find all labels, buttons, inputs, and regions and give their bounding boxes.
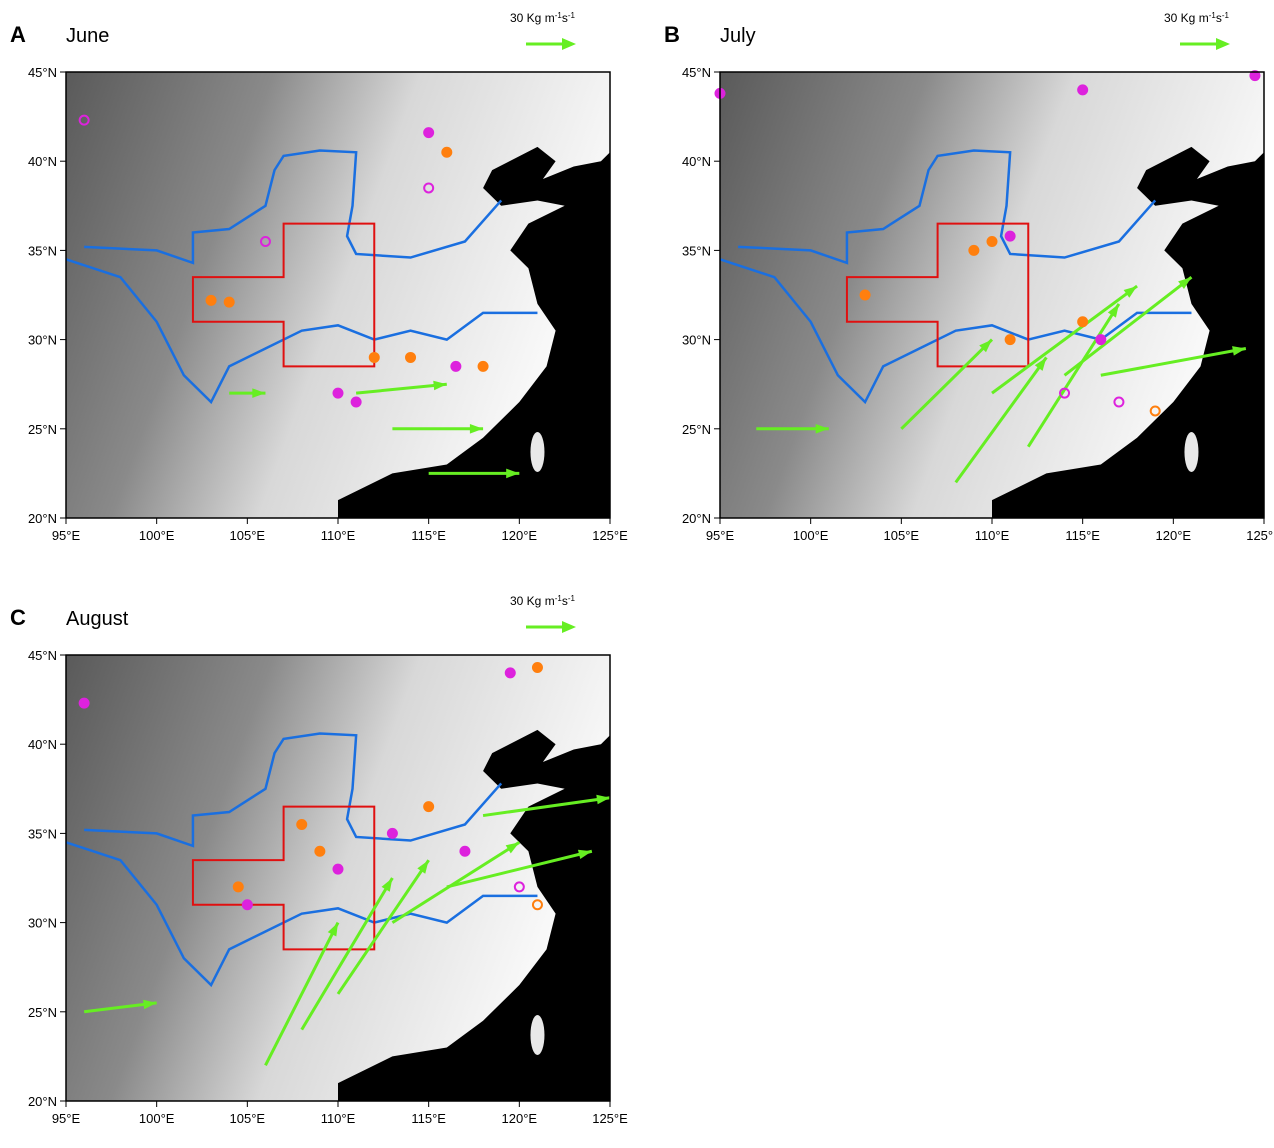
x-tick-label: 95°E <box>52 1111 81 1126</box>
x-tick-label: 100°E <box>139 1111 175 1126</box>
station-dot <box>406 353 415 362</box>
station-dot <box>80 699 89 708</box>
reference-label-part: -1 <box>568 594 576 603</box>
station-dot <box>969 246 978 255</box>
station-dot <box>988 237 997 246</box>
station-dot <box>225 298 234 307</box>
reference-arrow-head <box>562 621 576 633</box>
x-tick-label: 125°E <box>1246 528 1274 543</box>
y-tick-label: 45°N <box>682 65 711 80</box>
station-dot <box>1078 85 1087 94</box>
station-dot <box>1078 317 1087 326</box>
station-dot <box>297 820 306 829</box>
panel-title: June <box>66 25 109 47</box>
y-tick-label: 20°N <box>28 1094 57 1109</box>
x-tick-label: 95°E <box>52 528 81 543</box>
y-tick-label: 30°N <box>682 333 711 348</box>
x-tick-label: 105°E <box>884 528 920 543</box>
station-dot <box>1006 335 1015 344</box>
station-dot <box>533 663 542 672</box>
x-tick-label: 110°E <box>321 528 356 543</box>
reference-label-part: 30 Kg m <box>1164 11 1209 25</box>
y-tick-label: 35°N <box>28 243 57 258</box>
reference-vector-label: 30 Kg m-1s-1 <box>510 594 575 609</box>
station-dot <box>352 398 361 407</box>
x-tick-label: 105°E <box>230 528 266 543</box>
y-tick-label: 40°N <box>28 154 57 169</box>
reference-label-part: -1 <box>568 11 576 20</box>
taiwan <box>1184 432 1198 472</box>
station-dot <box>334 389 343 398</box>
panel-letter: C <box>10 605 26 630</box>
x-tick-label: 115°E <box>411 528 446 543</box>
y-tick-label: 30°N <box>28 333 57 348</box>
panel-letter: A <box>10 22 26 47</box>
x-tick-label: 120°E <box>502 1111 538 1126</box>
x-tick-label: 110°E <box>975 528 1010 543</box>
reference-arrow-head <box>562 38 576 50</box>
y-tick-label: 30°N <box>28 916 57 931</box>
reference-vector-label: 30 Kg m-1s-1 <box>510 11 575 26</box>
y-tick-label: 35°N <box>682 243 711 258</box>
figure: 95°E 100°E 105°E 110°E 115°E 120°E 125°E 20°N 25… <box>0 0 1274 1143</box>
page: 95°E 100°E 105°E 110°E 115°E 120°E 125°E 20°N 25… <box>0 0 1274 1148</box>
y-tick-label: 20°N <box>682 511 711 526</box>
station-dot <box>315 847 324 856</box>
x-tick-label: 100°E <box>793 528 829 543</box>
y-tick-label: 45°N <box>28 648 57 663</box>
station-dot <box>424 802 433 811</box>
station-dot <box>506 668 515 677</box>
station-dot <box>234 882 243 891</box>
station-dot <box>861 291 870 300</box>
x-tick-label: 105°E <box>230 1111 266 1126</box>
station-dot <box>370 353 379 362</box>
map-panel: 95°E 100°E 105°E 110°E 115°E 120°E 125°E 20°N 25… <box>10 11 628 544</box>
y-tick-label: 25°N <box>28 1005 57 1020</box>
panel-title: July <box>720 25 756 47</box>
y-tick-label: 40°N <box>28 737 57 752</box>
x-tick-label: 120°E <box>1156 528 1192 543</box>
panel-title: August <box>66 608 129 630</box>
station-dot <box>388 829 397 838</box>
station-dot <box>442 148 451 157</box>
reference-arrow-head <box>1216 38 1230 50</box>
taiwan <box>530 1015 544 1055</box>
x-tick-label: 125°E <box>592 528 628 543</box>
station-dot <box>243 900 252 909</box>
taiwan <box>530 432 544 472</box>
y-tick-label: 25°N <box>682 422 711 437</box>
station-dot <box>207 296 216 305</box>
station-dot <box>1096 335 1105 344</box>
y-tick-label: 20°N <box>28 511 57 526</box>
y-tick-label: 25°N <box>28 422 57 437</box>
y-tick-label: 45°N <box>28 65 57 80</box>
reference-label-part: -1 <box>1222 11 1230 20</box>
map-panel: 95°E 100°E 105°E 110°E 115°E 120°E 125°E 20°N 25… <box>664 11 1274 544</box>
reference-label-part: 30 Kg m <box>510 594 555 608</box>
x-tick-label: 125°E <box>592 1111 628 1126</box>
station-dot <box>1006 232 1015 241</box>
x-tick-label: 110°E <box>321 1111 356 1126</box>
station-dot <box>460 847 469 856</box>
reference-label-part: 30 Kg m <box>510 11 555 25</box>
station-dot <box>479 362 488 371</box>
x-tick-label: 100°E <box>139 528 175 543</box>
y-tick-label: 40°N <box>682 154 711 169</box>
map-panel: 95°E 100°E 105°E 110°E 115°E 120°E 125°E 20°N 25… <box>10 594 628 1127</box>
station-dot <box>424 128 433 137</box>
x-tick-label: 115°E <box>411 1111 446 1126</box>
x-tick-label: 95°E <box>706 528 735 543</box>
station-dot <box>451 362 460 371</box>
x-tick-label: 120°E <box>502 528 538 543</box>
reference-vector-label: 30 Kg m-1s-1 <box>1164 11 1229 26</box>
panel-letter: B <box>664 22 680 47</box>
y-tick-label: 35°N <box>28 826 57 841</box>
station-dot <box>334 865 343 874</box>
x-tick-label: 115°E <box>1065 528 1100 543</box>
